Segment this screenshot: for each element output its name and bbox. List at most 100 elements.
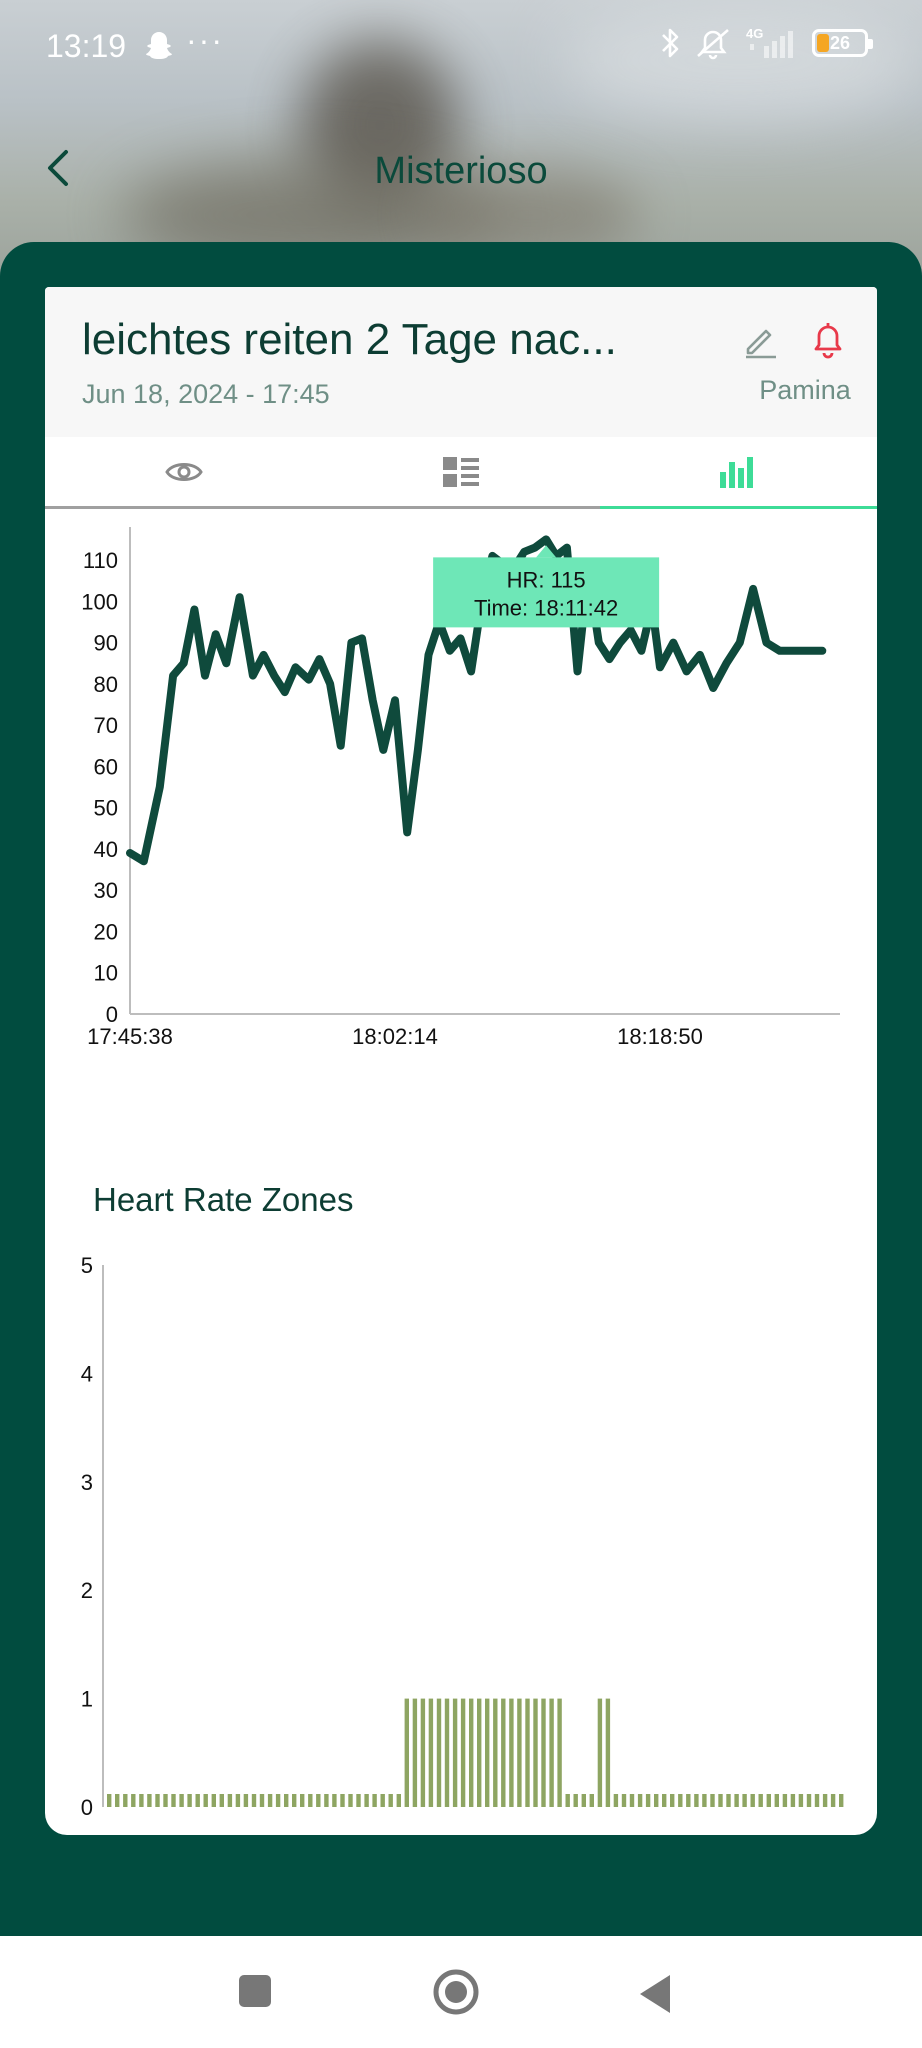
session-card: leichtes reiten 2 Tage nac... Jun 18, 20… [45,287,877,1835]
tooltip-hr: HR: 115 [507,567,586,592]
tab-details[interactable] [322,437,599,506]
zone-bar [412,1698,418,1807]
tooltip-time: Time: 18:11:42 [474,595,618,620]
zone-bar [710,1794,715,1807]
zone-bar [235,1794,241,1807]
zone-bar [750,1794,755,1807]
zone-bar [300,1794,305,1807]
zone-bar [565,1794,570,1807]
zone-bar [107,1794,112,1807]
zone-bar [662,1794,667,1807]
zone-bar [573,1794,578,1807]
bell-muted-icon [697,29,729,60]
zone-bar [774,1794,779,1807]
zone-bar [211,1794,216,1807]
y-tick-label: 110 [83,548,118,573]
zone-bar [790,1794,796,1807]
session-date: Jun 18, 2024 - 17:45 [82,379,330,409]
y-tick-label: 70 [94,713,118,738]
system-nav-bar [0,1936,922,2048]
zone-bar [782,1794,788,1807]
zone-bar [533,1698,538,1807]
heart-rate-chart[interactable]: 0 10 20 30 40 50 60 70 80 90 100 110 17:45:38 18:02:1… [45,509,877,1389]
bell-icon[interactable] [811,321,845,359]
zone-bar [597,1698,603,1807]
zone-bar [171,1794,176,1807]
zone-bar [324,1794,329,1807]
zone-bar [356,1794,361,1807]
zone-bar [340,1794,345,1807]
zone-bar [131,1794,136,1807]
zone-bar [541,1698,546,1807]
zone-bar [678,1794,683,1807]
zone-bar [372,1794,377,1807]
snapchat-icon [146,32,172,59]
zone-bar [485,1698,490,1807]
y-tick-label: 10 [94,961,118,986]
zone-bar [460,1698,466,1807]
zone-bar [589,1794,594,1807]
zone-bar [839,1794,844,1807]
battery-level: 26 [829,32,851,53]
chevron-left-icon[interactable] [40,146,76,190]
zone-bar [195,1794,200,1807]
zone-bar [477,1698,482,1807]
zone-bar [629,1794,635,1807]
zone-bar [380,1794,385,1807]
zone-bar [670,1794,675,1807]
zone-bar [284,1794,289,1807]
y-tick-label: 2 [81,1578,93,1603]
y-tick-label: 60 [94,754,118,779]
zone-bar [420,1698,426,1807]
zone-bar [251,1794,257,1807]
y-tick-label: 5 [81,1253,93,1278]
y-tick-label: 50 [94,796,118,821]
y-tick-label: 4 [81,1361,93,1386]
zone-bar [726,1794,731,1807]
zone-bar [557,1698,562,1807]
y-tick-label: 3 [81,1470,93,1495]
zone-bar [243,1794,249,1807]
home-button[interactable] [432,1968,480,2016]
zone-bar [452,1698,458,1807]
tab-overview[interactable] [45,437,322,506]
y-tick-label: 1 [81,1687,93,1712]
zone-bar [348,1794,353,1807]
session-header: leichtes reiten 2 Tage nac... Jun 18, 20… [45,287,877,437]
back-button[interactable] [638,1974,672,2014]
status-bar: 13:19 ··· 4G 26 [0,0,922,90]
zone-bar [702,1794,707,1807]
zone-bar [517,1698,522,1807]
recent-apps-button[interactable] [238,1974,272,2008]
zone-bar [203,1794,208,1807]
more-notifications-icon: ··· [186,22,224,58]
zone-bar [581,1794,586,1807]
chart-tooltip: HR: 115 Time: 18:11:42 [433,545,660,628]
horse-name: Pamina [759,375,851,405]
bluetooth-icon [662,28,679,58]
zone-bar [436,1698,442,1807]
pencil-icon[interactable] [742,323,778,359]
tab-charts[interactable] [599,437,877,509]
heart-rate-zones-chart[interactable]: 0 1 2 3 4 5 [45,1247,877,1835]
zone-bar [613,1794,619,1807]
zone-bar [806,1794,812,1807]
zone-bar [227,1794,233,1807]
zone-bar [155,1794,160,1807]
y-tick-label: 40 [94,837,118,862]
y-tick-label: 0 [81,1795,93,1820]
zone-bar [404,1698,409,1807]
zone-bar [742,1794,747,1807]
zone-bar [493,1698,498,1807]
zone-bar [332,1794,337,1807]
zone-bar [444,1698,450,1807]
zone-bar [364,1794,369,1807]
zone-bar [525,1698,530,1807]
zone-bar [428,1698,434,1807]
zone-bar [316,1794,321,1807]
tab-bar [45,437,877,509]
zone-bar [187,1794,192,1807]
y-tick-label: 30 [94,878,118,903]
zone-bar [123,1794,128,1807]
zone-bar [308,1794,313,1807]
